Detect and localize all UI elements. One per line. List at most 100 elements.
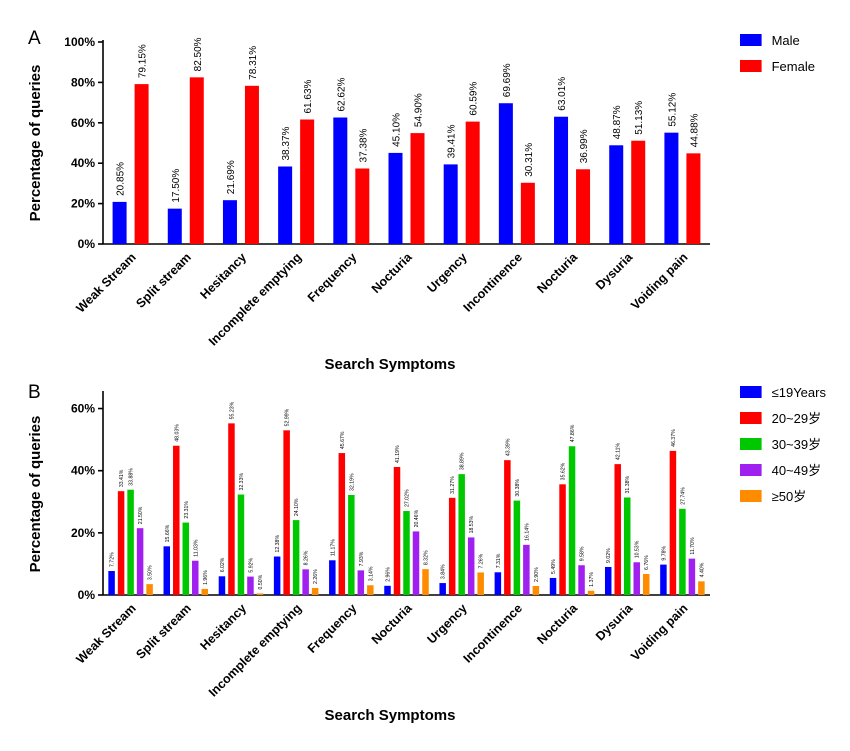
chart-a-bar xyxy=(465,121,480,244)
chart-b-bar xyxy=(448,497,456,595)
chart-a-category-label: Urgency xyxy=(425,250,470,295)
chart-b-bar xyxy=(292,520,300,595)
chart-a-category-label: Weak Stream xyxy=(73,250,138,315)
chart-b-bar xyxy=(642,573,650,595)
chart-b-bar xyxy=(660,564,667,595)
chart-b: 0% 20% 40% 60% 7.72% 33.41% 33.88% 21.50% 3.50% W… xyxy=(27,385,826,724)
chart-b-data-label: 16.14% xyxy=(524,523,530,541)
chart-b-legend-swatch xyxy=(740,412,762,424)
chart-a-data-label: 62.62% xyxy=(336,77,347,111)
chart-a-data-label: 39.41% xyxy=(447,124,458,158)
chart-a-bar xyxy=(300,119,315,244)
chart-a-y-tick-label: 100% xyxy=(64,35,95,49)
chart-a-data-label: 60.59% xyxy=(469,82,480,116)
chart-b-bar xyxy=(679,508,686,595)
chart-b-category-label: Incontinence xyxy=(461,601,525,665)
chart-b-bar xyxy=(228,423,235,595)
chart-a-data-label: 61.63% xyxy=(303,79,314,113)
chart-b-data-label: 2.90% xyxy=(534,567,540,582)
chart-b-bar xyxy=(384,585,391,595)
chart-a-data-label: 54.90% xyxy=(414,93,425,127)
chart-b-bar xyxy=(513,500,521,595)
chart-b-data-label: 31.38% xyxy=(625,475,631,493)
chart-b-bar xyxy=(549,577,557,595)
chart-b-bar xyxy=(568,446,576,595)
chart-b-data-label: 32.19% xyxy=(349,473,355,491)
chart-b-bar xyxy=(494,572,502,595)
chart-a-data-label: 38.37% xyxy=(281,126,292,160)
chart-a-legend-label: Male xyxy=(772,33,800,48)
chart-a-x-axis-title: Search Symptoms xyxy=(325,356,456,373)
chart-b-bar xyxy=(467,537,475,595)
chart-b-category-label: Urgency xyxy=(425,601,470,646)
chart-a-y-axis-title: Percentage of queries xyxy=(27,65,44,222)
chart-b-bar xyxy=(146,584,153,595)
chart-a-y-tick-label: 60% xyxy=(71,116,95,130)
chart-b-bar xyxy=(523,544,530,595)
chart-b-category-label: Hesitancy xyxy=(197,601,249,653)
chart-a-category-label: Nocturia xyxy=(369,249,415,295)
chart-b-data-label: 35.62% xyxy=(561,462,567,480)
chart-a-category-label: Nocturia xyxy=(534,249,580,295)
chart-a-category-label: Incontinence xyxy=(461,250,525,314)
chart-b-bar xyxy=(439,583,446,595)
chart-b-bar xyxy=(367,585,374,595)
chart-b-bar xyxy=(633,562,640,595)
chart-a-data-label: 69.69% xyxy=(502,63,513,97)
chart-b-bar xyxy=(247,576,254,595)
chart-a-bar xyxy=(520,182,535,244)
chart-b-data-label: 5.49% xyxy=(551,559,557,574)
chart-b-data-label: 15.66% xyxy=(165,524,171,542)
chart-b-data-label: 43.39% xyxy=(505,438,511,456)
chart-b-data-label: 2.26% xyxy=(313,569,319,584)
chart-a-bar xyxy=(664,132,679,244)
chart-a-data-label: 82.50% xyxy=(193,37,204,71)
chart-a-data-label: 78.31% xyxy=(248,46,259,80)
chart-b-data-label: 11.17% xyxy=(330,539,336,557)
chart-b-bar xyxy=(669,450,677,595)
chart-b-data-label: 18.53% xyxy=(469,515,475,533)
chart-b-data-label: 45.67% xyxy=(340,431,346,449)
chart-b-bar xyxy=(623,497,631,595)
panel-b-letter: B xyxy=(28,382,41,403)
chart-b-category-label: Frequency xyxy=(305,601,360,656)
chart-a-y-tick-label: 80% xyxy=(71,75,95,89)
chart-a-category-label: Split stream xyxy=(133,250,194,311)
chart-b-category-label: Dysuria xyxy=(593,600,636,643)
chart-b-data-label: 1.37% xyxy=(589,572,595,587)
chart-a-bar xyxy=(631,140,646,244)
chart-a-data-label: 44.88% xyxy=(689,113,700,147)
chart-b-bar xyxy=(256,593,264,595)
chart-a-bar xyxy=(112,201,127,244)
chart-b-bar xyxy=(218,576,226,595)
chart-b-y-tick-label: 60% xyxy=(71,402,95,416)
chart-b-bar xyxy=(688,558,696,595)
chart-b-data-label: 6.02% xyxy=(220,557,226,572)
chart-a-data-label: 45.10% xyxy=(392,113,403,147)
chart-b-bar xyxy=(532,585,540,595)
chart-b-category-label: Nocturia xyxy=(369,600,415,646)
chart-a-category-label: Dysuria xyxy=(593,249,636,292)
chart-b-bar xyxy=(422,569,429,595)
chart-a-data-label: 36.99% xyxy=(579,129,590,163)
chart-a-y-tick-label: 20% xyxy=(71,197,95,211)
chart-b-data-label: 30.38% xyxy=(515,479,521,497)
chart-a: 0% 20% 40% 60% 80% 100% 20.85% 79.15% Weak Strea… xyxy=(27,33,815,373)
chart-a-data-label: 48.87% xyxy=(612,105,623,139)
chart-b-bar xyxy=(412,531,420,595)
chart-a-data-label: 55.12% xyxy=(667,93,678,127)
chart-b-data-label: 3.84% xyxy=(441,564,447,579)
chart-a-data-label: 51.13% xyxy=(634,101,645,135)
chart-a-data-label: 37.38% xyxy=(358,128,369,162)
chart-a-category-label: Incomplete emptying xyxy=(206,250,304,348)
chart-b-legend-label: ≤19Years xyxy=(772,385,827,400)
chart-b-bar xyxy=(117,491,125,595)
chart-b-data-label: 11.70% xyxy=(690,537,696,555)
chart-b-y-axis-title: Percentage of queries xyxy=(27,416,44,573)
chart-b-data-label: 27.74% xyxy=(680,487,686,505)
chart-a-data-label: 63.01% xyxy=(557,77,568,111)
chart-b-data-label: 10.53% xyxy=(635,540,641,558)
chart-a-data-label: 21.69% xyxy=(226,160,237,194)
chart-b-data-label: 46.37% xyxy=(671,429,677,447)
